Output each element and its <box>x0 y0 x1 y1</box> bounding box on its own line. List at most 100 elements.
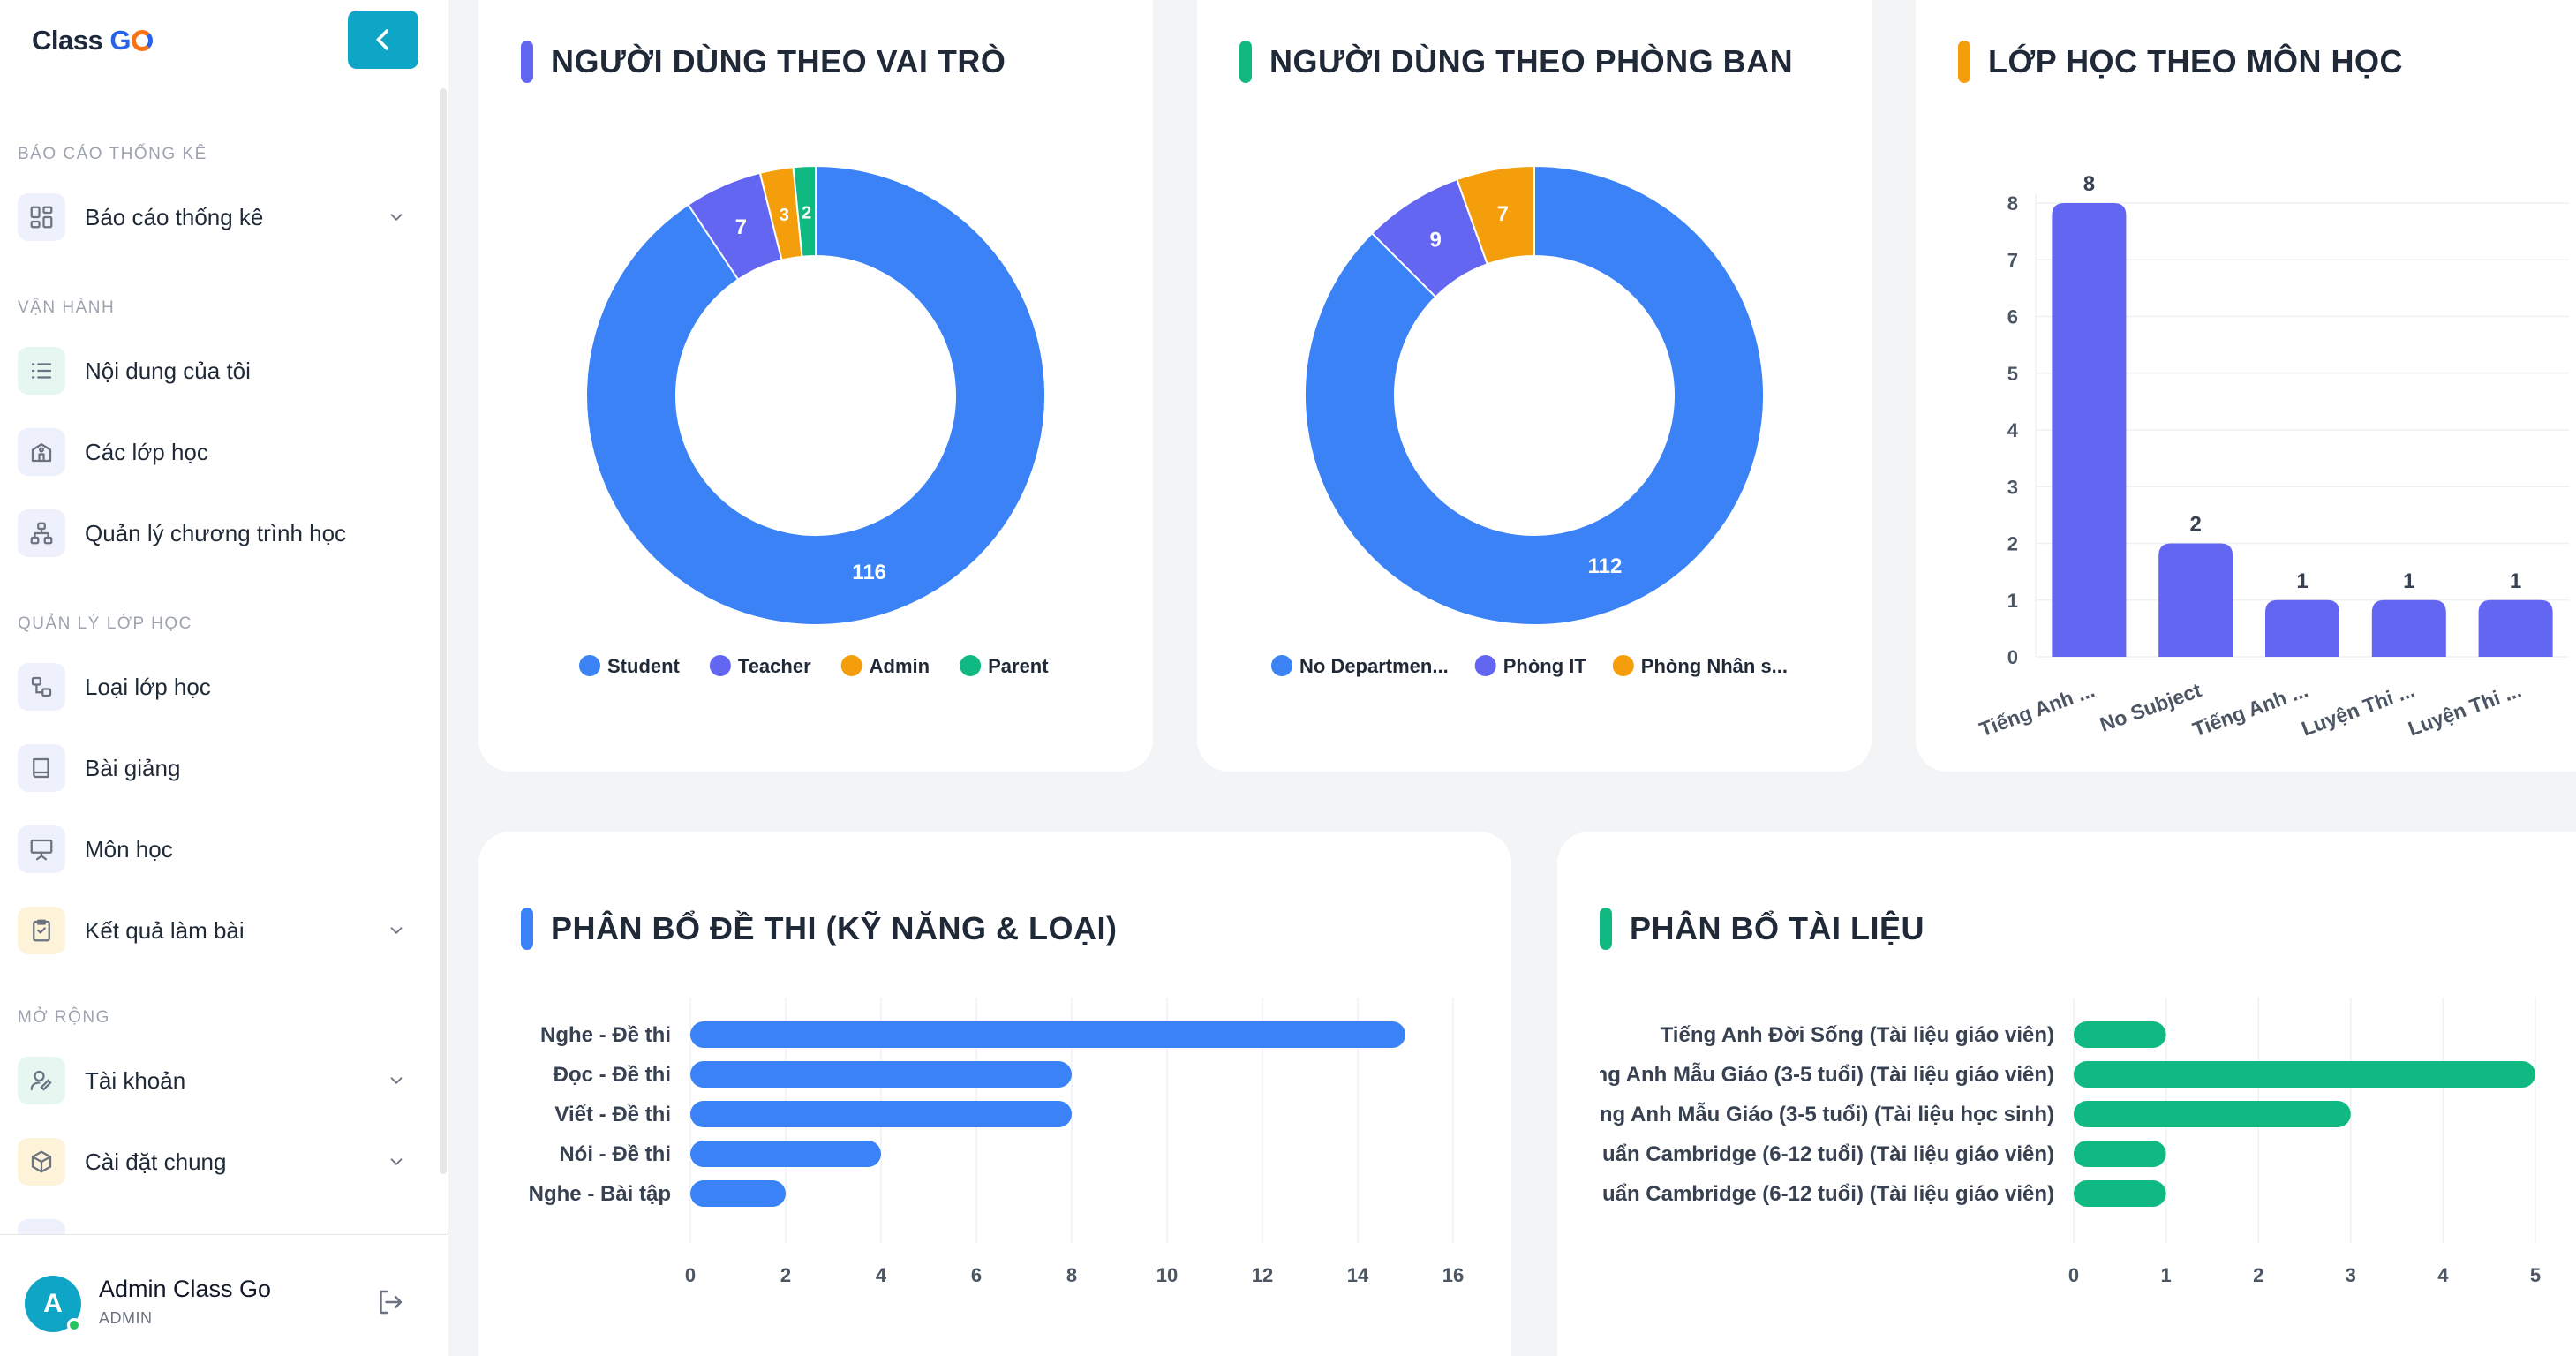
tick-label: Nghe - Đề thi <box>540 1023 671 1047</box>
data-label: 116 <box>852 561 886 584</box>
class-type-icon <box>18 663 65 711</box>
sidebar-item-lectures[interactable]: Bài giảng <box>18 740 410 796</box>
sidebar-scrollbar[interactable] <box>440 88 447 1174</box>
tick-label: 2 <box>780 1264 791 1286</box>
school-icon <box>18 428 65 476</box>
card-users-by-role: NGƯỜI DÙNG THEO VAI TRÒ 116 7 3 2 Student Tea… <box>478 0 1153 772</box>
card-title: PHÂN BỔ ĐỀ THI (KỸ NĂNG & LOẠI) <box>521 906 1118 952</box>
section-label-class-management: QUẢN LÝ LỚP HỌC <box>18 614 192 633</box>
legend-label: Parent <box>988 655 1049 677</box>
user-profile: A Admin Class Go ADMIN <box>0 1234 448 1356</box>
bar <box>2074 1021 2166 1048</box>
bar <box>2371 599 2446 657</box>
app-logo[interactable]: Class G <box>32 25 153 56</box>
tick-label: 3 <box>2346 1264 2356 1286</box>
section-label-reports: BÁO CÁO THỐNG KÊ <box>18 145 207 163</box>
title-accent-bar <box>1600 908 1612 950</box>
tick-label: Tiếng Anh ... <box>1977 678 2098 741</box>
sidebar-item-curriculum[interactable]: Quản lý chương trình học <box>18 505 410 561</box>
title-accent-bar <box>521 41 533 83</box>
legend-marker <box>1271 655 1292 676</box>
data-label: 8 <box>2083 172 2095 196</box>
tick-label: 10 <box>1156 1264 1178 1286</box>
tick-label: 8 <box>1066 1264 1077 1286</box>
tick-label: Tiếng Anh Đời Sống (Tài liệu giáo viên) <box>1661 1023 2054 1047</box>
chevron-down-icon <box>383 917 410 944</box>
bar <box>2074 1061 2535 1088</box>
bar <box>2074 1141 2166 1167</box>
card-title-text: NGƯỜI DÙNG THEO PHÒNG BAN <box>1269 43 1794 79</box>
user-role: ADMIN <box>99 1309 153 1327</box>
bar <box>2265 599 2339 657</box>
tick-label: 2 <box>2253 1264 2263 1286</box>
card-title: LỚP HỌC THEO MÔN HỌC <box>1958 39 2403 85</box>
data-label: 2 <box>802 203 811 222</box>
legend-marker <box>709 655 731 676</box>
sidebar-item-label: Nội dung của tôi <box>85 357 251 384</box>
tick-label: uẩn Cambridge (6-12 tuổi) (Tài liệu giáo… <box>1602 1142 2054 1166</box>
user-edit-icon <box>18 1057 65 1104</box>
data-label: 112 <box>1588 554 1623 578</box>
bar <box>690 1101 1072 1127</box>
sidebar-item-label: Loại lớp học <box>85 673 211 700</box>
box-icon <box>18 1138 65 1186</box>
sidebar-item-my-content[interactable]: Nội dung của tôi <box>18 343 410 399</box>
tick-label: 0 <box>685 1264 696 1286</box>
legend-marker <box>840 655 862 676</box>
chevron-down-icon <box>383 1067 410 1094</box>
card-title: PHÂN BỔ TÀI LIỆU <box>1600 906 1924 952</box>
sidebar-item-label: Kết quả làm bài <box>85 916 245 944</box>
tick-label: 5 <box>2007 363 2018 385</box>
card-title-text: PHÂN BỔ TÀI LIỆU <box>1630 910 1925 946</box>
bar <box>2478 599 2553 657</box>
more-icon <box>18 1219 65 1234</box>
tick-label: Tiếng Anh ... <box>2189 678 2310 741</box>
chart-users-by-department: 112 9 7 No Departmen... Phòng IT Phòng Nhân s… <box>1271 164 1788 677</box>
tick-label: ếng Anh Mẫu Giáo (3-5 tuổi) (Tài liệu họ… <box>1588 1102 2054 1126</box>
tick-label: ng Anh Mẫu Giáo (3-5 tuổi) (Tài liệu giá… <box>1595 1062 2054 1087</box>
legend-marker <box>1474 655 1496 676</box>
sidebar-item-label: Bài giảng <box>85 754 181 781</box>
legend-label: Admin <box>870 655 930 677</box>
tick-label: 5 <box>2530 1264 2541 1286</box>
online-status-icon <box>67 1318 81 1332</box>
logout-button[interactable] <box>374 1286 406 1318</box>
sidebar-item-results[interactable]: Kết quả làm bài <box>18 902 410 959</box>
sidebar-item-partial[interactable] <box>18 1215 410 1234</box>
pie-slice <box>792 164 817 258</box>
title-accent-bar <box>1958 41 1970 83</box>
pie-slice <box>585 164 1046 626</box>
tick-label: Luyện Thi ... <box>2405 678 2524 740</box>
sidebar-item-class-types[interactable]: Loại lớp học <box>18 659 410 715</box>
tick-label: 8 <box>2007 192 2018 215</box>
bar <box>2052 203 2127 657</box>
legend-label: Phòng Nhân s... <box>1641 655 1788 677</box>
chart-classes-by-subject: 0 1 2 3 4 5 6 7 8 8 Tiếng Anh ... 2 No Subject 1 Tiếng… <box>1977 172 2569 741</box>
tick-label: 0 <box>2068 1264 2079 1286</box>
sidebar-item-classes[interactable]: Các lớp học <box>18 424 410 480</box>
sidebar-item-subjects[interactable]: Môn học <box>18 821 410 878</box>
sidebar-item-label: Quản lý chương trình học <box>85 519 347 546</box>
tick-label: 3 <box>2007 476 2018 498</box>
sidebar-item-reports[interactable]: Báo cáo thống kê <box>18 189 410 245</box>
sidebar-item-label: Báo cáo thống kê <box>85 203 264 230</box>
data-label: 9 <box>1430 228 1442 252</box>
legend-label: Phòng IT <box>1503 655 1587 677</box>
tick-label: 16 <box>1442 1264 1464 1286</box>
data-label: 1 <box>2403 569 2414 593</box>
sidebar-item-settings[interactable]: Cài đặt chung <box>18 1134 410 1190</box>
collapse-sidebar-button[interactable] <box>348 11 418 69</box>
card-classes-by-subject: LỚP HỌC THEO MÔN HỌC 0 1 2 3 4 5 6 7 8 8 Tiếng Anh… <box>1916 0 2576 772</box>
chart-exam-distribution: 0 2 4 6 8 10 12 14 16 Nghe - Đề thi Đọc - Đề thi Vi… <box>529 998 1464 1286</box>
section-label-extensions: MỞ RỘNG <box>18 1008 110 1027</box>
sidebar-item-accounts[interactable]: Tài khoản <box>18 1052 410 1109</box>
card-users-by-department: NGƯỜI DÙNG THEO PHÒNG BAN 112 9 7 No Depart… <box>1197 0 1872 772</box>
chevron-left-icon <box>376 29 389 50</box>
section-label-operations: VẬN HÀNH <box>18 298 116 317</box>
card-title: NGƯỜI DÙNG THEO VAI TRÒ <box>521 39 1006 85</box>
chevron-down-icon <box>383 1149 410 1175</box>
bar <box>2158 543 2233 657</box>
data-label: 1 <box>2510 569 2521 593</box>
card-title-text: LỚP HỌC THEO MÔN HỌC <box>1988 43 2404 79</box>
legend-label: Student <box>607 655 681 677</box>
